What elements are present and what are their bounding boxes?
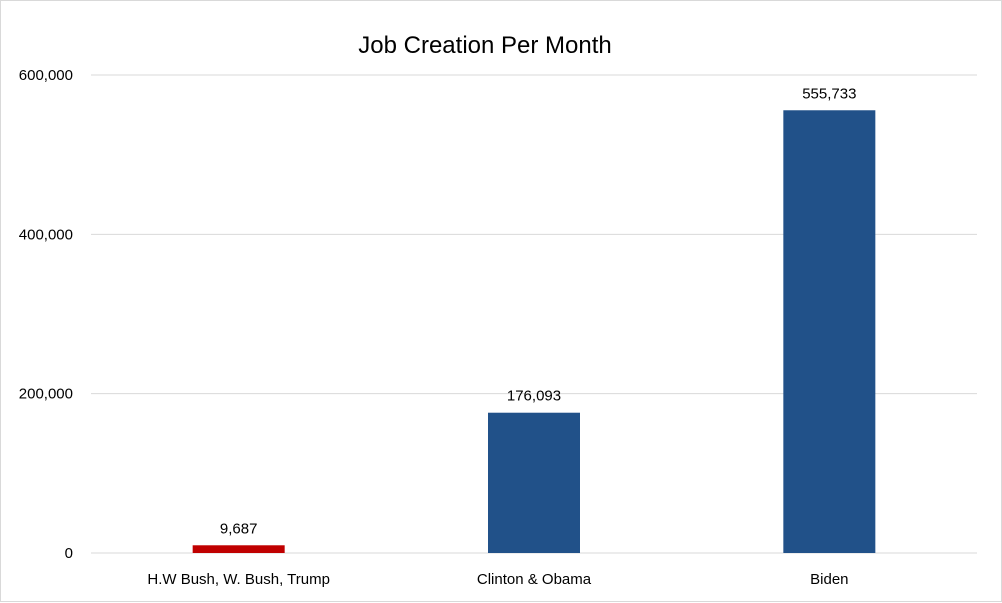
chart-title: Job Creation Per Month <box>358 32 611 59</box>
y-tick-label: 200,000 <box>19 386 73 403</box>
y-axis-tick-labels: 0 200,000 400,000 600,000 <box>19 67 73 562</box>
x-axis-tick-labels: H.W Bush, W. Bush, Trump Clinton & Obama B… <box>147 571 848 588</box>
x-tick-label: Clinton & Obama <box>477 571 592 588</box>
y-tick-label: 0 <box>65 545 73 562</box>
data-label: 9,687 <box>220 520 258 537</box>
data-label: 555,733 <box>802 85 856 102</box>
bar <box>192 545 285 553</box>
y-tick-label: 600,000 <box>19 67 73 84</box>
y-tick-label: 400,000 <box>19 226 73 243</box>
bar <box>488 412 580 553</box>
x-tick-label: H.W Bush, W. Bush, Trump <box>147 571 330 588</box>
x-tick-label: Biden <box>810 571 848 588</box>
data-labels: 9,687 176,093 555,733 <box>220 85 857 537</box>
bars <box>192 110 876 553</box>
bar <box>783 110 876 553</box>
data-label: 176,093 <box>507 388 561 405</box>
